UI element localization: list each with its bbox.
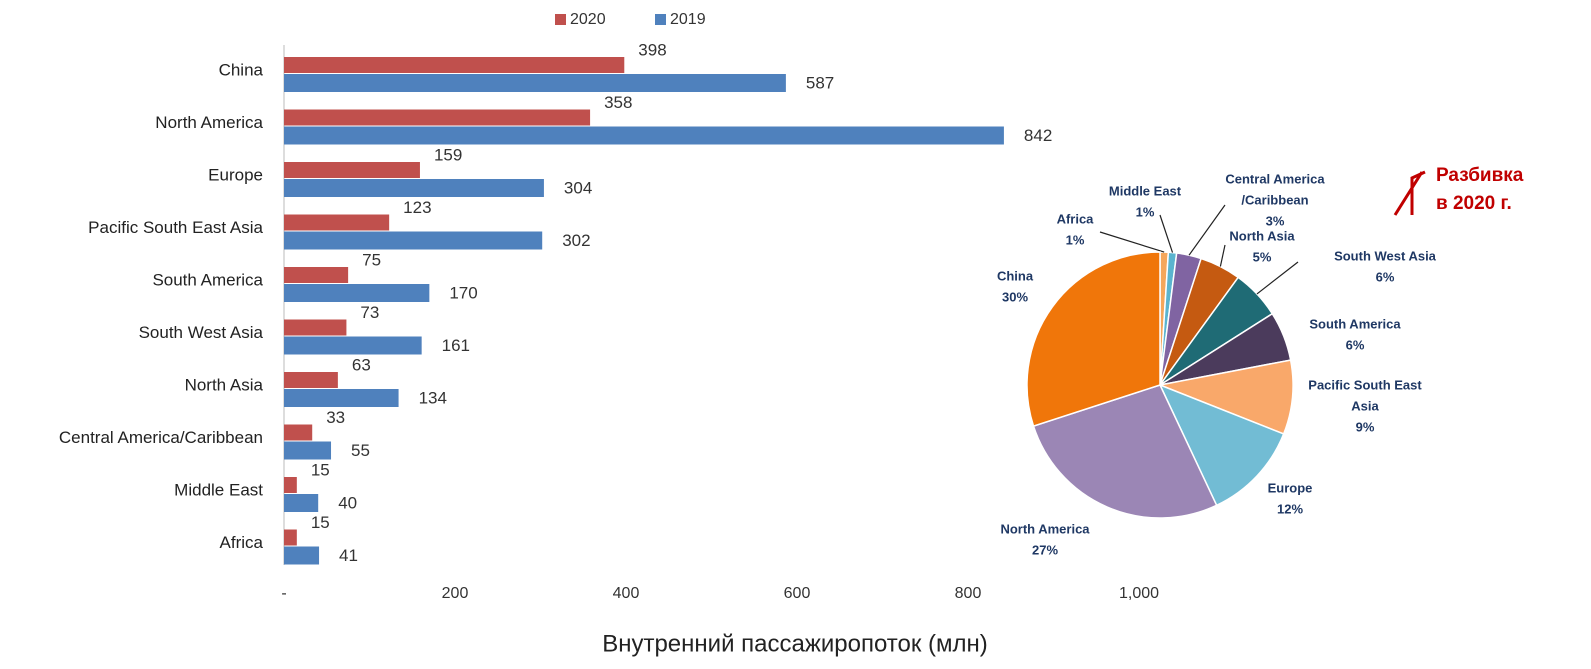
slice-label: Asia (1351, 398, 1379, 413)
slice-label: South America (1309, 316, 1401, 331)
slice-label: Pacific South East (1308, 377, 1422, 392)
data-label: 398 (638, 40, 666, 59)
legend-label: 2020 (570, 11, 606, 28)
data-label: 41 (339, 546, 358, 565)
slice-label: South West Asia (1334, 248, 1437, 263)
bar (284, 494, 319, 512)
y-tick-label: Africa (220, 533, 264, 552)
slice-label: Central America (1225, 171, 1325, 186)
bar (284, 336, 422, 355)
y-tick-label: North America (155, 113, 263, 132)
bar (284, 372, 338, 388)
slice-label: North Asia (1229, 228, 1295, 243)
bar (284, 74, 786, 92)
x-tick-label: 600 (784, 585, 811, 602)
data-label: 358 (604, 93, 632, 112)
pie-slice (1026, 251, 1161, 428)
bar (284, 389, 399, 407)
y-tick-label: North Asia (185, 375, 264, 394)
bar (284, 126, 1004, 145)
y-tick-label: South America (152, 270, 263, 289)
bar (284, 109, 591, 126)
y-tick-label: Middle East (174, 480, 263, 499)
annotation: Разбивка (1436, 165, 1524, 186)
slice-label: Europe (1268, 480, 1313, 495)
bar (284, 319, 347, 336)
leader-line (1099, 231, 1165, 253)
data-label: 15 (311, 513, 330, 532)
data-label: 55 (351, 441, 370, 460)
x-tick-label: 1,000 (1119, 585, 1159, 602)
slice-label: China (997, 268, 1034, 283)
data-label: 159 (434, 145, 462, 164)
bar (284, 179, 544, 197)
legend-swatch (655, 14, 666, 25)
bar (284, 267, 349, 283)
bar (284, 57, 625, 73)
slice-value-label: 1% (1136, 204, 1155, 219)
bar (284, 284, 430, 302)
pie-slice (1032, 384, 1218, 519)
data-label: 134 (419, 388, 447, 407)
x-tick-label: 400 (613, 585, 640, 602)
data-label: 587 (806, 73, 834, 92)
bar (284, 441, 332, 460)
y-tick-label: Central America/Caribbean (59, 428, 263, 447)
x-tick-label: 200 (442, 585, 469, 602)
data-label: 40 (338, 493, 357, 512)
data-label: 302 (562, 231, 590, 250)
leader-line (1159, 214, 1174, 253)
y-tick-label: China (219, 60, 264, 79)
leader-line (1256, 261, 1299, 295)
bar (284, 214, 390, 231)
slice-value-label: 9% (1356, 419, 1375, 434)
bar (284, 529, 297, 546)
data-label: 123 (403, 198, 431, 217)
y-tick-label: South West Asia (139, 323, 264, 342)
data-label: 33 (326, 408, 345, 427)
legend-label: 2019 (670, 11, 706, 28)
slice-value-label: 6% (1346, 337, 1365, 352)
bar (284, 162, 420, 178)
legend-swatch (555, 14, 566, 25)
annotation-mark (1393, 170, 1426, 216)
slice-value-label: 12% (1277, 501, 1303, 516)
slice-label: North America (1000, 521, 1090, 536)
data-label: 63 (352, 355, 371, 374)
data-label: 73 (360, 303, 379, 322)
bar (284, 477, 297, 493)
slice-label: Middle East (1109, 183, 1182, 198)
annotation: в 2020 г. (1436, 193, 1512, 214)
slice-value-label: 3% (1266, 213, 1285, 228)
pie-slice (1158, 383, 1285, 507)
data-label: 842 (1024, 126, 1052, 145)
x-tick-label: 800 (955, 585, 982, 602)
x-tick-label: - (281, 585, 286, 602)
data-label: 170 (449, 283, 477, 302)
slice-value-label: 5% (1253, 249, 1272, 264)
slice-label: Africa (1057, 211, 1095, 226)
leader-line (1219, 244, 1226, 267)
bar (284, 424, 313, 441)
slice-value-label: 30% (1002, 289, 1028, 304)
leader-line (1188, 204, 1226, 256)
data-label: 75 (362, 250, 381, 269)
bar (284, 231, 543, 250)
slice-value-label: 6% (1376, 269, 1395, 284)
data-label: 161 (442, 336, 470, 355)
data-label: 304 (564, 178, 592, 197)
y-tick-label: Pacific South East Asia (88, 218, 263, 237)
slice-value-label: 27% (1032, 542, 1058, 557)
slice-value-label: 1% (1066, 232, 1085, 247)
slice-label: /Caribbean (1241, 192, 1308, 207)
data-label: 15 (311, 460, 330, 479)
x-axis-label: Внутренний пассажиропоток (млн) (602, 630, 988, 657)
bar (284, 546, 320, 565)
y-tick-label: Europe (208, 165, 263, 184)
